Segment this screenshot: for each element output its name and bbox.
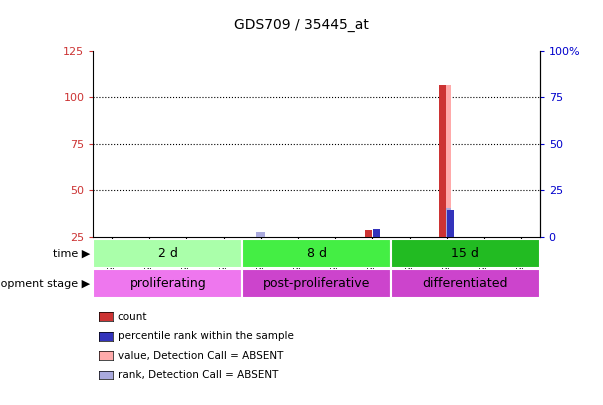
Bar — [391, 239, 540, 268]
Bar — [365, 230, 371, 237]
Text: 8 d: 8 d — [306, 247, 327, 260]
Text: count: count — [118, 312, 147, 322]
Bar — [440, 85, 446, 237]
Text: value, Detection Call = ABSENT: value, Detection Call = ABSENT — [118, 351, 283, 360]
Text: 2 d: 2 d — [158, 247, 178, 260]
Bar — [242, 239, 391, 268]
Bar — [391, 269, 540, 298]
Text: percentile rank within the sample: percentile rank within the sample — [118, 331, 294, 341]
Bar — [93, 269, 242, 298]
Bar — [256, 232, 265, 237]
Text: GDS709 / 35445_at: GDS709 / 35445_at — [234, 18, 369, 32]
Bar — [442, 208, 452, 237]
Bar — [93, 239, 242, 268]
Bar — [256, 234, 265, 237]
Text: post-proliferative: post-proliferative — [263, 277, 370, 290]
Bar — [442, 85, 452, 237]
Text: development stage ▶: development stage ▶ — [0, 279, 90, 289]
Text: rank, Detection Call = ABSENT: rank, Detection Call = ABSENT — [118, 370, 278, 380]
Bar — [373, 228, 380, 237]
Text: proliferating: proliferating — [130, 277, 206, 290]
Bar — [242, 269, 391, 298]
Bar — [447, 210, 454, 237]
Text: 15 d: 15 d — [452, 247, 479, 260]
Text: time ▶: time ▶ — [53, 249, 90, 258]
Text: differentiated: differentiated — [423, 277, 508, 290]
